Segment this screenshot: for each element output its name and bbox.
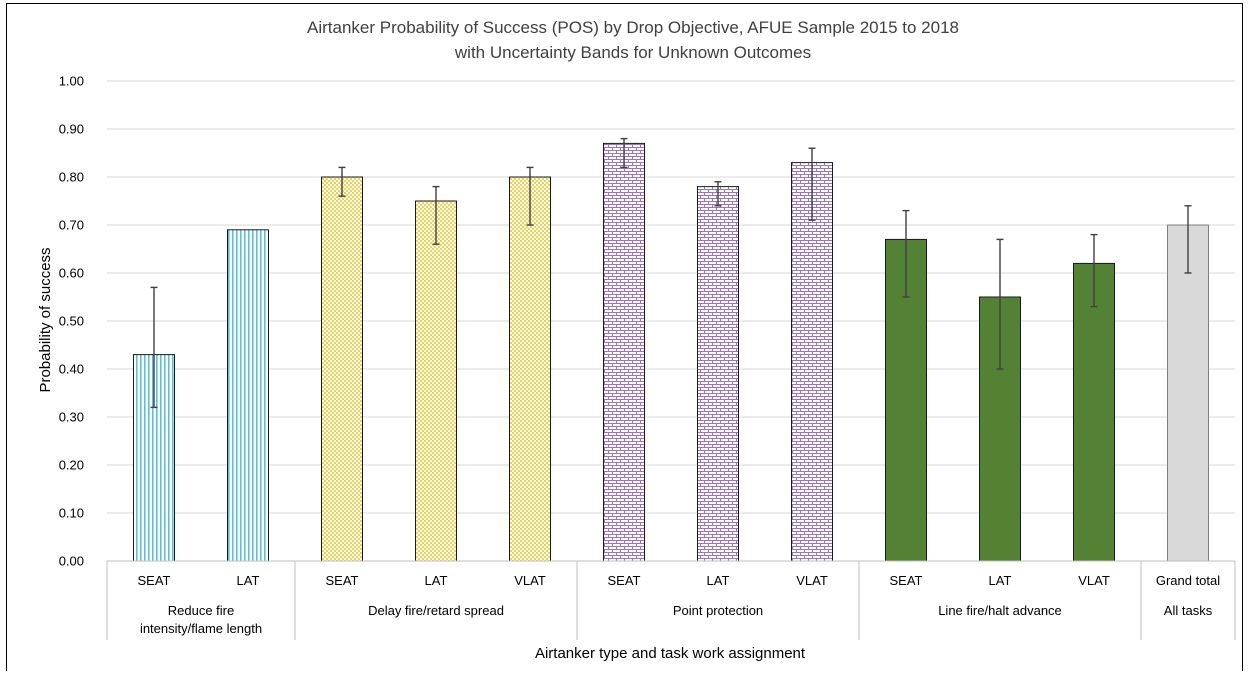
bar [1073,262,1115,562]
y-tick-label: 0.70 [59,218,84,233]
error-bars [150,137,1192,409]
x-category-label: Grand total [1156,573,1220,588]
x-category-label: SEAT [890,573,923,588]
bar [415,200,457,562]
x-group-label: Delay fire/retard spread [368,603,504,618]
y-tick-label: 0.90 [59,122,84,137]
y-tick-label: 1.00 [59,74,84,89]
x-category-label: LAT [989,573,1012,588]
bar [321,176,363,562]
bar [697,186,739,562]
x-axis: SEAT LAT SEAT LAT VLAT SEAT LAT VLAT SEAT LAT VLAT… [106,560,1236,640]
x-category-label: SEAT [326,573,359,588]
x-group-label: Reduce fire [168,603,234,618]
x-group-label: Line fire/halt advance [938,603,1062,618]
gridlines [107,80,1235,514]
y-tick-label: 0.50 [59,314,84,329]
y-tick-label: 0.40 [59,362,84,377]
x-category-label: LAT [237,573,260,588]
x-category-label: VLAT [1078,573,1110,588]
x-category-label: SEAT [608,573,641,588]
x-group-label: intensity/flame length [140,621,262,636]
bars [133,142,1209,562]
x-category-label: VLAT [514,573,546,588]
x-group-label: Point protection [673,603,763,618]
y-tick-label: 0.80 [59,170,84,185]
x-category-label: LAT [425,573,448,588]
y-tick-label: 0.30 [59,410,84,425]
y-axis-ticks: 0.00 0.10 0.20 0.30 0.40 0.50 0.60 0.70 0.80 0.90… [59,74,84,569]
x-category-label: VLAT [796,573,828,588]
bar [603,142,645,562]
bar [1167,224,1209,562]
x-group-label: All tasks [1164,603,1213,618]
y-tick-label: 0.20 [59,458,84,473]
y-axis-title: Probability of success [37,247,54,392]
x-axis-title: Airtanker type and task work assignment [535,645,806,662]
y-tick-label: 0.00 [59,554,84,569]
bar [227,229,269,562]
chart-subtitle: with Uncertainty Bands for Unknown Outco… [454,43,811,62]
bar [509,176,551,562]
chart-frame [6,3,1243,671]
bar [791,162,833,562]
y-tick-label: 0.10 [59,506,84,521]
y-tick-label: 0.60 [59,266,84,281]
x-category-label: SEAT [138,573,171,588]
x-category-label: LAT [707,573,730,588]
chart-title: Airtanker Probability of Success (POS) b… [307,18,959,37]
